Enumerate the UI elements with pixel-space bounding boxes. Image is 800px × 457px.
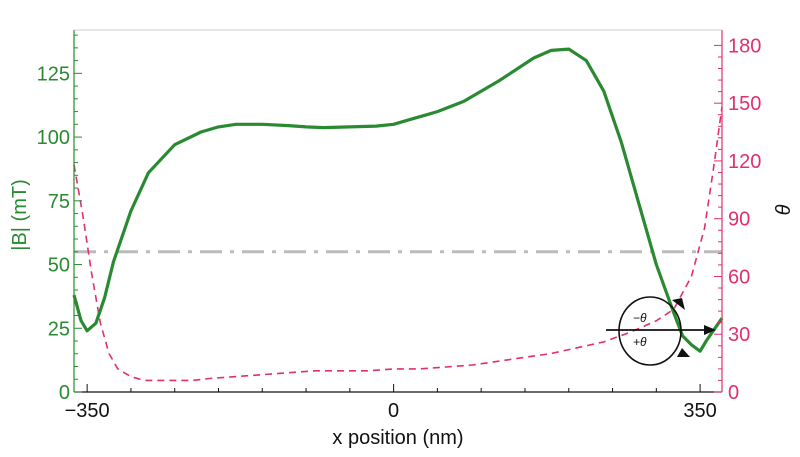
series-layer <box>72 47 724 382</box>
y-right-tick-label: 60 <box>728 266 750 288</box>
y-left-tick-label: 0 <box>59 382 70 404</box>
y-right-tick-label: 150 <box>728 93 761 115</box>
x-tick-label: 0 <box>388 400 399 422</box>
angle-inset: −θ +θ <box>606 296 716 366</box>
y-right-tick-label: 180 <box>728 35 761 57</box>
inset-axis-arrowhead <box>704 325 716 335</box>
y-right-tick-label: 120 <box>728 151 761 173</box>
inset-top-arrowhead <box>672 298 685 310</box>
y-left-tick-label: 100 <box>37 127 70 149</box>
y-left-tick-label: 125 <box>37 63 70 85</box>
series-theta-line <box>73 106 723 382</box>
x-tick-label: −350 <box>65 400 110 422</box>
inset-label-plus: +θ <box>633 335 647 349</box>
y-right-tick-label: 30 <box>728 324 750 346</box>
y-left-tick-label: 25 <box>48 318 70 340</box>
inset-bottom-arrowhead <box>677 348 690 357</box>
y-axis-title-left: |B| (mT) <box>9 179 31 250</box>
y-axis-title-right: θ <box>773 204 795 215</box>
y-right-tick-label: 0 <box>728 382 739 404</box>
y-left-tick-label: 75 <box>48 191 70 213</box>
series-B-line <box>72 47 724 353</box>
inset-label-minus: −θ <box>633 311 647 325</box>
y-right-tick-label: 90 <box>728 209 750 231</box>
x-axis-title: x position (nm) <box>332 427 463 449</box>
axes-layer <box>73 29 723 393</box>
inset-loop <box>618 296 682 366</box>
y-left-tick-label: 50 <box>48 255 70 277</box>
x-tick-label: 350 <box>683 400 716 422</box>
